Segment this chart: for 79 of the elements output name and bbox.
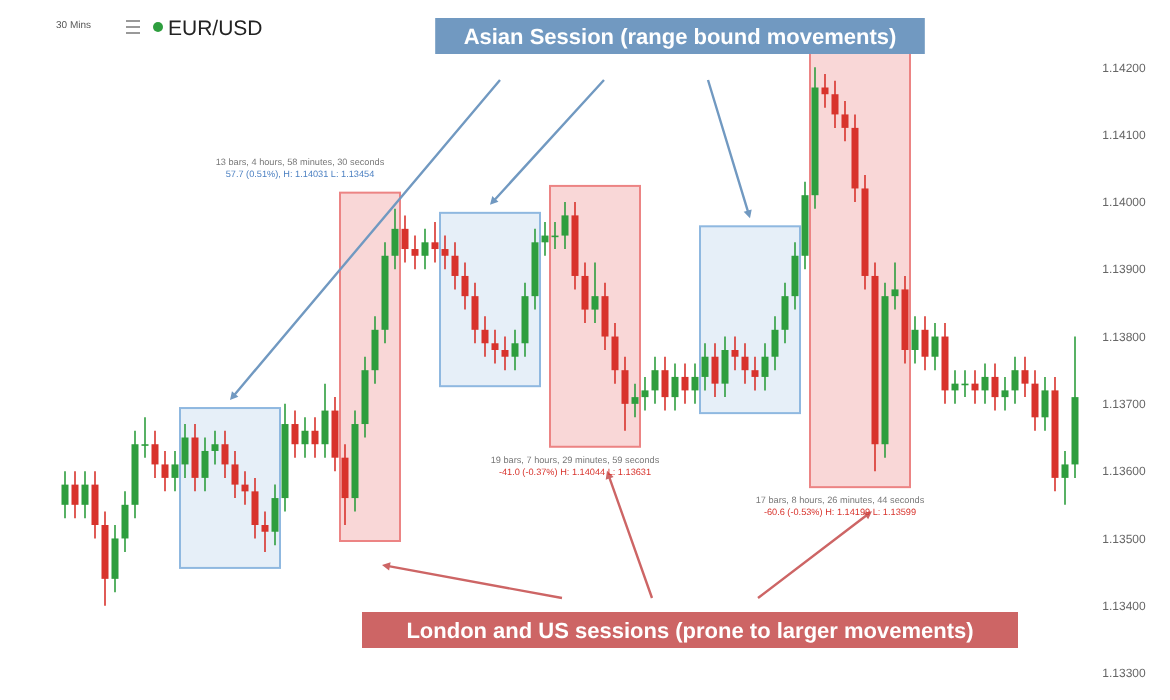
candlestick	[431, 221, 439, 264]
candlestick	[831, 79, 839, 129]
candlestick	[1021, 355, 1029, 398]
text: EUR/USD	[168, 17, 264, 41]
candlestick	[561, 201, 569, 250]
candlestick	[491, 329, 499, 365]
candlestick	[581, 261, 589, 324]
candlestick	[171, 450, 179, 493]
candlestick	[71, 470, 79, 520]
candlestick	[891, 261, 899, 311]
candlestick	[481, 315, 489, 358]
candlestick	[311, 416, 319, 459]
candlestick	[911, 315, 919, 365]
candlestick	[601, 281, 609, 351]
candlestick	[781, 281, 789, 345]
candlestick	[441, 234, 449, 271]
candlestick	[711, 342, 719, 398]
candlestick	[451, 241, 459, 291]
candlestick	[151, 429, 159, 479]
candlestick	[751, 355, 759, 392]
candlestick	[201, 436, 209, 493]
candlestick	[81, 470, 89, 520]
candlestick	[841, 100, 849, 143]
candlestick	[251, 477, 259, 540]
candlestick	[511, 329, 519, 371]
candlestick	[341, 443, 349, 526]
candlestick	[61, 470, 69, 520]
candlestick	[321, 382, 329, 459]
annotation: Asian Session (range bound movements)	[463, 25, 898, 50]
annotation: London and US sessions (prone to larger movements)	[406, 619, 975, 644]
candlestick	[181, 423, 189, 479]
candlestick	[291, 409, 299, 459]
candlestick	[691, 362, 699, 405]
candlestick	[271, 483, 279, 546]
candlestick	[421, 228, 429, 271]
candlestick	[791, 241, 799, 311]
candlestick	[591, 261, 599, 324]
candlestick	[331, 396, 339, 472]
candlestick	[91, 470, 99, 540]
candlestick	[731, 335, 739, 371]
candlestick	[1031, 369, 1039, 432]
candlestick	[221, 429, 229, 479]
candlestick	[111, 524, 119, 594]
candlestick	[661, 355, 669, 412]
candlestick	[411, 234, 419, 271]
candlestick	[461, 261, 469, 311]
candlestick	[121, 490, 129, 553]
candlestick	[1061, 450, 1069, 506]
candlestick	[981, 362, 989, 405]
candlestick	[391, 207, 399, 271]
candlestick	[631, 382, 639, 419]
candlestick	[771, 315, 779, 371]
candlestick	[521, 281, 529, 358]
candlestick	[471, 281, 479, 345]
candlestick	[991, 362, 999, 412]
candlestick	[1001, 376, 1009, 412]
candlestick	[211, 429, 219, 466]
candlestick	[371, 315, 379, 385]
candlestick	[261, 510, 269, 553]
candlestick	[641, 376, 649, 412]
candlestick	[161, 450, 169, 493]
candlestick	[1041, 376, 1049, 432]
candlestick	[231, 450, 239, 499]
candlestick	[931, 322, 939, 371]
candlestick	[301, 416, 309, 459]
candlestick	[191, 423, 199, 493]
candlestick	[721, 335, 729, 398]
candlestick	[761, 342, 769, 392]
candlestick	[741, 342, 749, 385]
candlestick	[671, 362, 679, 412]
candlestick	[501, 335, 509, 371]
candlestick	[621, 355, 629, 432]
candlestick	[611, 322, 619, 385]
candlestick	[921, 315, 929, 371]
candlestick	[1011, 355, 1019, 405]
candlestick	[651, 355, 659, 405]
candlestick	[701, 342, 709, 392]
candlestick	[681, 362, 689, 405]
candlestick	[401, 214, 409, 264]
